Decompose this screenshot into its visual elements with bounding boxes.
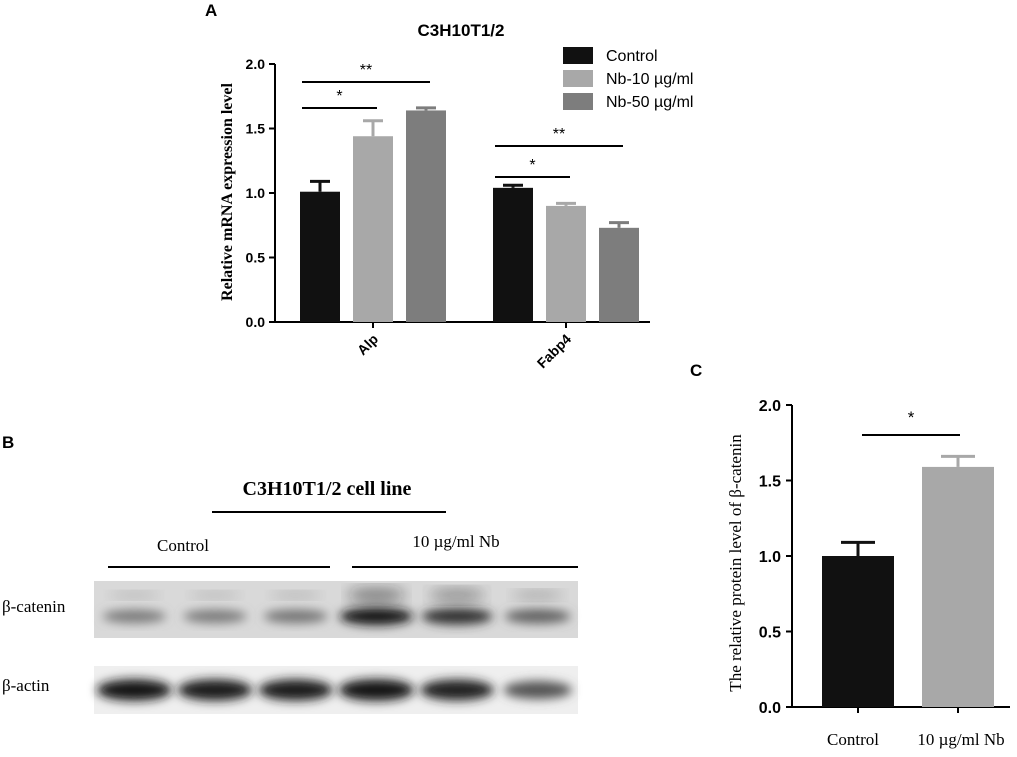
chart-a-title: C3H10T1/2 [418, 21, 505, 40]
blot-band [504, 609, 571, 624]
chart-c: 0.0 0.5 1.0 1.5 2.0 Control 10 µg/ml Nb * [759, 398, 1010, 749]
blot-row-label-beta-actin: β-actin [2, 676, 50, 695]
chart-a-bar [406, 110, 446, 322]
blot-band [96, 679, 172, 701]
chart-a-x-tick-label: Fabp4 [534, 331, 575, 372]
chart-a-legend-swatch [563, 93, 593, 110]
chart-c-bar [922, 466, 994, 707]
chart-c-y-tick-label: 2.0 [759, 398, 781, 415]
blot-band [263, 609, 328, 624]
blot-band-smear [108, 592, 160, 599]
blot-band-smear [270, 592, 322, 599]
chart-a-legend-swatch [563, 47, 593, 64]
chart-c-y-tick-label: 1.5 [759, 474, 781, 491]
chart-a-legend-label: Control [606, 48, 658, 65]
chart-a-y-tick-label: 1.5 [246, 121, 266, 137]
blot-band [503, 680, 572, 700]
blot-band [338, 679, 415, 701]
blot-band [183, 609, 247, 623]
blot-band [102, 609, 167, 623]
chart-a-significance-label: ** [360, 62, 372, 79]
chart-a-y-tick-label: 0.0 [246, 314, 266, 330]
blot-strip [94, 666, 578, 714]
chart-a-legend-label: Nb-10 µg/ml [606, 71, 693, 88]
chart-a-bar [546, 205, 586, 322]
chart-a-significance-label: * [529, 157, 535, 174]
chart-c-bar [822, 556, 894, 707]
chart-a-bar [353, 136, 393, 322]
chart-a-y-tick-label: 0.5 [246, 250, 266, 266]
chart-a-bar [300, 191, 340, 322]
blot-band-smear [347, 588, 406, 602]
panel-b-letter: B [2, 433, 14, 452]
chart-c-x-tick-label: Control [827, 730, 879, 749]
blot-group-label-control: Control [157, 536, 209, 555]
blot-band-smear [511, 591, 565, 600]
chart-a-significance-label: ** [553, 126, 565, 143]
blot-band-smear [189, 592, 241, 599]
blot-strip [94, 581, 578, 638]
panel-c-letter: C [690, 361, 702, 380]
chart-c-y-tick-label: 0.0 [759, 700, 781, 717]
panel-a-letter: A [205, 1, 217, 20]
chart-a-ylabel: Relative mRNA expression level [219, 83, 236, 301]
chart-a-y-tick-label: 1.0 [246, 185, 266, 201]
chart-a-y-tick-label: 2.0 [246, 56, 266, 72]
chart-a-significance-label: * [336, 88, 342, 105]
chart-a-legend-swatch [563, 70, 593, 87]
blot-band [177, 679, 253, 701]
blot-group-label-nb: 10 µg/ml Nb [412, 532, 499, 551]
blot-band [421, 608, 493, 625]
chart-c-ylabel: The relative protein level of β-catenin [726, 434, 745, 692]
chart-a-x-tick-label: Alp [354, 331, 381, 358]
chart-a-bar [599, 227, 639, 322]
chart-a-legend-label: Nb-50 µg/ml [606, 94, 693, 111]
chart-a-bar [493, 187, 533, 322]
chart-c-x-tick-label: 10 µg/ml Nb [917, 730, 1004, 749]
blot-band [339, 607, 413, 626]
chart-c-significance-label: * [908, 408, 915, 427]
chart-c-y-tick-label: 1.0 [759, 549, 781, 566]
blot-title: C3H10T1/2 cell line [243, 478, 412, 500]
western-blot [94, 581, 578, 714]
blot-band [420, 679, 494, 701]
blot-row-label-beta-catenin: β-catenin [2, 597, 66, 616]
blot-band [258, 679, 333, 701]
blot-band-smear [428, 589, 486, 601]
chart-c-y-tick-label: 0.5 [759, 625, 781, 642]
